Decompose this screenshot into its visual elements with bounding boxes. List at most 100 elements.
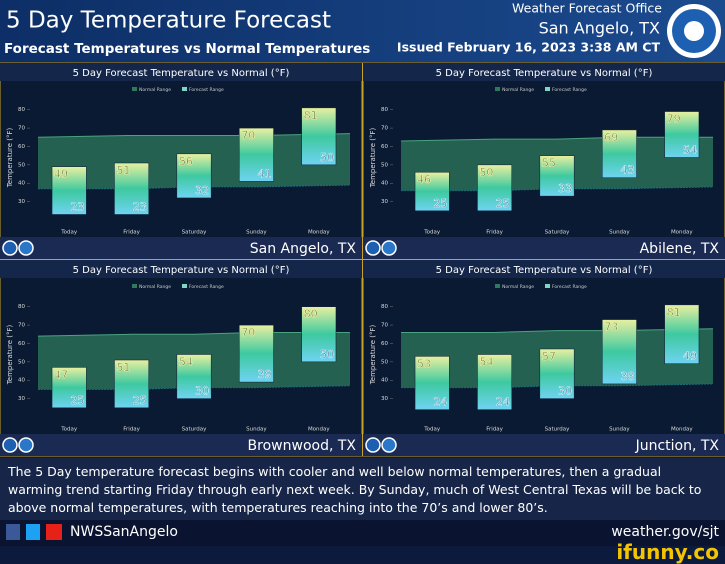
low-label: 23	[70, 200, 84, 213]
forecast-bar	[601, 319, 637, 385]
low-label: 25	[496, 197, 510, 210]
noaa-icon	[381, 437, 397, 453]
low-label: 30	[558, 385, 572, 398]
high-label: 73	[604, 321, 618, 334]
y-tick-label: 60	[18, 341, 25, 347]
nws-icon	[365, 437, 381, 453]
title: 5 Day Temperature Forecast	[6, 8, 331, 34]
x-tick-label: Today	[60, 427, 78, 433]
x-tick-label: Today	[423, 427, 441, 433]
legend-swatch	[132, 284, 137, 288]
forecast-bar	[51, 367, 87, 409]
forecast-bar	[114, 359, 150, 409]
low-label: 25	[133, 394, 147, 407]
y-tick-label: 60	[381, 341, 388, 347]
panel-title: 5 Day Forecast Temperature vs Normal (°F…	[73, 68, 290, 79]
normal-high-line	[401, 328, 714, 333]
normal-high-line	[37, 133, 351, 138]
high-label: 81	[667, 306, 681, 319]
x-tick-label: Friday	[123, 230, 140, 236]
forecast-bar	[51, 166, 87, 215]
panel-title: 5 Day Forecast Temperature vs Normal (°F…	[436, 68, 653, 79]
forecast-bar	[664, 111, 700, 158]
x-tick-label: Saturday	[182, 427, 208, 433]
high-label: 56	[179, 155, 193, 168]
y-tick-label: 40	[18, 181, 25, 187]
location-bg	[363, 237, 725, 259]
y-tick-label: 40	[18, 378, 25, 384]
forecast-bar	[176, 354, 212, 399]
forecast-bar	[664, 304, 700, 364]
low-label: 33	[558, 182, 572, 195]
legend-label: Normal Range	[139, 284, 171, 290]
forecast-bar	[539, 155, 575, 197]
y-tick-label: 50	[381, 359, 388, 365]
y-tick-label: 60	[18, 144, 25, 150]
y-tick-label: 70	[18, 126, 25, 132]
nws-icon	[365, 240, 381, 256]
y-tick-label: 50	[18, 162, 25, 168]
legend-swatch	[545, 87, 550, 91]
forecast-bar	[114, 162, 150, 215]
low-label: 50	[320, 151, 334, 164]
legend-swatch	[495, 284, 500, 288]
header-bg	[0, 0, 725, 62]
twitter-icon[interactable]	[26, 524, 40, 540]
location-label: Junction, TX	[635, 438, 720, 454]
issued: Issued February 16, 2023 3:38 AM CT	[397, 40, 661, 55]
office-location: San Angelo, TX	[539, 19, 660, 38]
x-tick-label: Monday	[671, 230, 693, 236]
website[interactable]: weather.gov/sjt	[611, 524, 719, 540]
y-tick-label: 80	[18, 107, 25, 113]
legend-label: Forecast Range	[189, 284, 224, 290]
panel-title-bg	[363, 63, 725, 81]
y-tick-label: 80	[381, 304, 388, 310]
high-label: 57	[542, 350, 556, 363]
forecast-bar	[301, 306, 337, 363]
low-label: 38	[621, 370, 635, 383]
y-tick-label: 40	[381, 378, 388, 384]
high-label: 79	[667, 113, 681, 126]
legend-label: Normal Range	[502, 284, 534, 290]
infographic: 5 Day Temperature Forecast Forecast Temp…	[0, 0, 725, 457]
high-label: 70	[241, 129, 255, 142]
panel-title-bg	[363, 260, 725, 278]
x-tick-label: Monday	[671, 427, 693, 433]
subtitle: Forecast Temperatures vs Normal Temperat…	[4, 41, 370, 57]
high-label: 51	[116, 164, 130, 177]
normal-high-line	[37, 331, 350, 337]
low-label: 25	[70, 394, 84, 407]
y-tick-label: 70	[381, 126, 388, 132]
social-handle[interactable]: NWSSanAngelo	[70, 524, 178, 540]
high-label: 69	[604, 131, 618, 144]
low-label: 24	[433, 396, 447, 409]
x-tick-label: Sunday	[246, 427, 267, 433]
legend-label: Normal Range	[502, 87, 534, 93]
y-tick-label: 70	[381, 323, 388, 329]
y-tick-label: 30	[18, 199, 25, 205]
facebook-icon[interactable]	[6, 524, 20, 540]
low-label: 41	[258, 167, 272, 180]
noaa-icon	[18, 240, 34, 256]
office: Weather Forecast Office	[512, 1, 662, 16]
panel-title-bg	[0, 260, 362, 278]
high-label: 50	[479, 166, 493, 179]
y-axis-label: Temperature (°F)	[369, 324, 377, 385]
x-tick-label: Saturday	[545, 230, 571, 236]
footer-text: The 5 Day temperature forecast begins wi…	[8, 464, 702, 515]
y-tick-label: 60	[381, 144, 388, 150]
y-tick-label: 40	[381, 181, 388, 187]
social-bar: NWSSanAngelo weather.gov/sjt	[0, 520, 725, 546]
high-label: 80	[304, 308, 318, 321]
low-label: 43	[621, 164, 635, 177]
x-tick-label: Saturday	[182, 230, 208, 236]
legend-label: Forecast Range	[189, 87, 224, 93]
x-tick-label: Saturday	[545, 427, 571, 433]
high-label: 53	[417, 357, 431, 370]
low-label: 24	[496, 396, 510, 409]
high-label: 55	[542, 157, 556, 170]
youtube-icon[interactable]	[46, 524, 62, 540]
y-axis-label: Temperature (°F)	[369, 127, 377, 188]
forecast-bar	[414, 356, 450, 410]
high-label: 46	[417, 173, 431, 186]
